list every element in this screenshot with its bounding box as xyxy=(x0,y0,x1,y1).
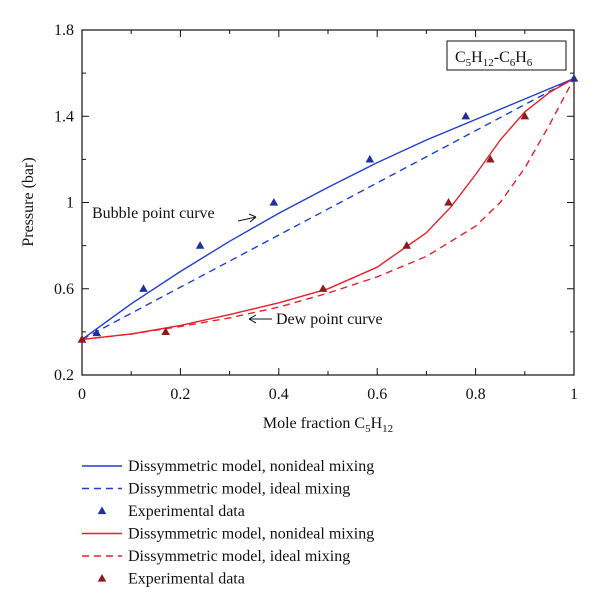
y-axis-label: Pressure (bar) xyxy=(20,157,37,246)
y-tick-label: 0.2 xyxy=(54,367,74,384)
data-point xyxy=(365,154,375,163)
x-axis-label: Mole fraction C5H12 xyxy=(263,415,393,435)
x-tick-label: 0.6 xyxy=(367,386,387,403)
bubble-point-label: Bubble point curve xyxy=(92,205,215,222)
series-line-3 xyxy=(81,77,575,341)
system-label-box xyxy=(446,40,567,71)
series-line-1 xyxy=(81,77,575,341)
y-tick-label: 1 xyxy=(66,195,74,212)
axis-ticks xyxy=(81,29,575,376)
data-point xyxy=(520,111,530,120)
legend-label: Dissymmetric model, nonideal mixing xyxy=(128,458,374,475)
bubble-point-arrow xyxy=(237,216,257,222)
legend-marker xyxy=(97,506,107,515)
legend-label: Dissymmetric model, nonideal mixing xyxy=(128,526,374,543)
x-tick-label: 0.2 xyxy=(170,386,190,403)
data-point xyxy=(569,74,579,82)
series-markers xyxy=(77,74,579,343)
data-point xyxy=(195,241,205,249)
data-point xyxy=(139,284,148,292)
x-tick-label: 0.8 xyxy=(466,386,486,403)
series-line-0 xyxy=(81,77,575,340)
data-point xyxy=(486,154,495,163)
series-lines xyxy=(81,77,575,341)
data-point xyxy=(461,111,471,120)
data-point xyxy=(269,198,279,206)
dew-point-arrowhead xyxy=(248,314,257,324)
x-tick-label: 0.4 xyxy=(269,386,289,403)
y-tick-label: 0.6 xyxy=(54,281,74,298)
data-point xyxy=(318,284,328,292)
legend-label: Experimental data xyxy=(128,503,245,520)
legend-marker xyxy=(97,574,107,582)
bubble-point-arrowhead xyxy=(248,213,257,223)
series-line-4 xyxy=(81,78,575,341)
dew-point-label: Dew point curve xyxy=(276,311,383,328)
data-point xyxy=(161,327,170,336)
y-tick-label: 1.4 xyxy=(54,108,74,125)
tick-labels: 0 0.2 0.4 0.6 0.8 10.20.611.41.8 xyxy=(54,22,578,403)
y-tick-label: 1.8 xyxy=(54,22,74,39)
data-point xyxy=(444,198,453,206)
legend-label: Dissymmetric model, ideal mixing xyxy=(128,481,350,498)
data-point xyxy=(402,241,411,249)
x-tick-label: 0 xyxy=(78,386,86,403)
legend: Dissymmetric model, nonideal mixing Dissy… xyxy=(82,458,374,588)
legend-label: Dissymmetric model, ideal mixing xyxy=(128,548,350,565)
data-point xyxy=(77,334,87,343)
system-label: C5H12-C6H6 xyxy=(455,49,533,69)
data-point xyxy=(92,328,102,337)
legend-label: Experimental data xyxy=(128,571,245,588)
x-tick-label: 1 xyxy=(570,386,578,403)
